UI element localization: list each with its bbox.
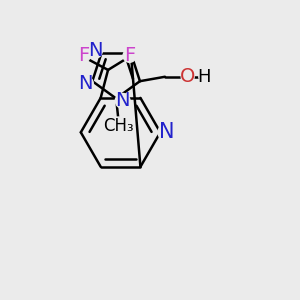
Circle shape [79,76,93,91]
Text: N: N [159,122,175,142]
Circle shape [199,71,209,82]
Text: O: O [180,67,195,86]
Circle shape [123,49,136,62]
Circle shape [110,117,127,135]
Text: N: N [88,41,102,60]
Text: CH₃: CH₃ [103,117,134,135]
Circle shape [158,124,175,141]
Text: N: N [79,74,93,93]
Text: F: F [124,46,135,65]
Circle shape [77,49,90,62]
Text: F: F [78,46,89,65]
Circle shape [181,70,194,83]
Circle shape [115,94,130,108]
Text: H: H [197,68,211,86]
Circle shape [88,44,102,58]
Text: N: N [116,91,130,110]
